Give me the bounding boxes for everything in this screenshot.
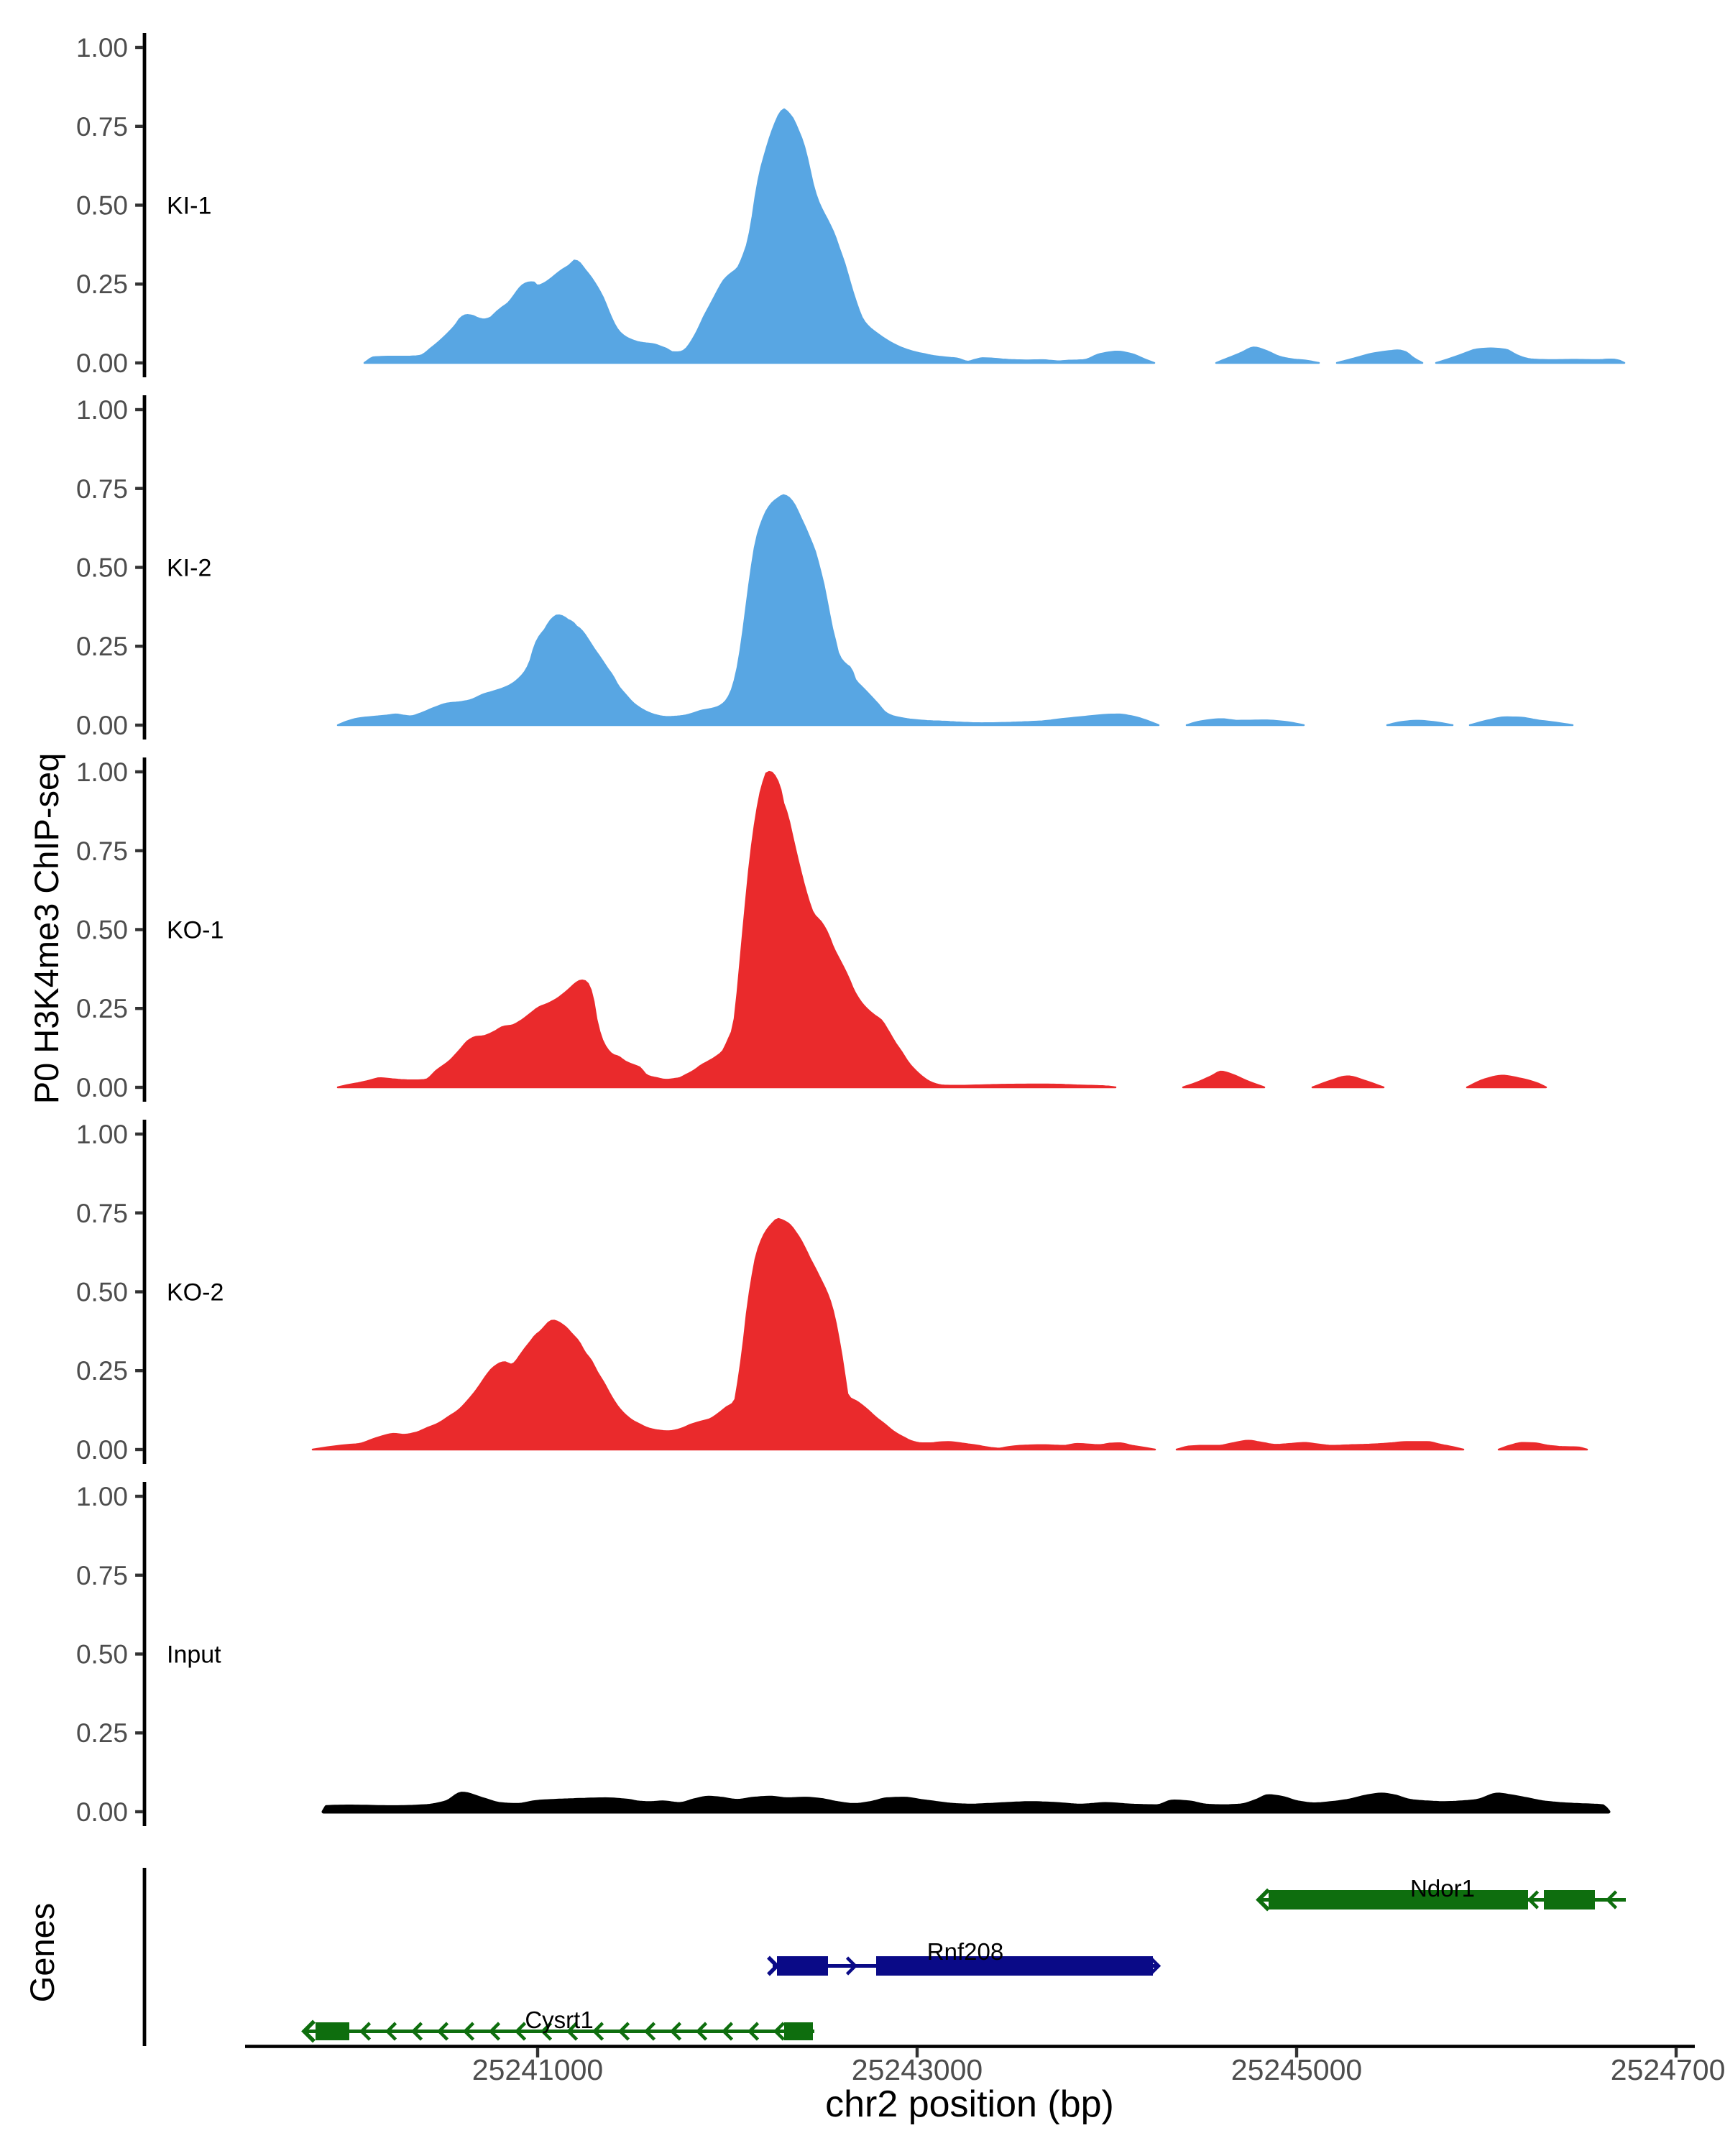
svg-text:0.50: 0.50 bbox=[76, 191, 128, 221]
svg-text:Input: Input bbox=[167, 1641, 221, 1669]
svg-text:0.50: 0.50 bbox=[76, 553, 128, 583]
svg-text:1.00: 1.00 bbox=[76, 1482, 128, 1511]
svg-text:25247000: 25247000 bbox=[1611, 2053, 1725, 2086]
svg-text:Rnf208: Rnf208 bbox=[927, 1938, 1003, 1965]
svg-text:0.50: 0.50 bbox=[76, 1640, 128, 1669]
svg-text:Cysrt1: Cysrt1 bbox=[525, 2007, 593, 2033]
svg-text:0.75: 0.75 bbox=[76, 837, 128, 866]
svg-text:0.00: 0.00 bbox=[76, 1797, 128, 1827]
svg-text:0.00: 0.00 bbox=[76, 1073, 128, 1102]
svg-text:25243000: 25243000 bbox=[852, 2053, 983, 2086]
svg-text:KO-1: KO-1 bbox=[167, 917, 224, 944]
svg-text:25241000: 25241000 bbox=[472, 2053, 603, 2086]
svg-text:chr2 position (bp): chr2 position (bp) bbox=[825, 2083, 1114, 2125]
svg-text:0.75: 0.75 bbox=[76, 1199, 128, 1228]
svg-text:1.00: 1.00 bbox=[76, 757, 128, 787]
svg-text:KO-2: KO-2 bbox=[167, 1279, 224, 1307]
svg-text:0.75: 0.75 bbox=[76, 112, 128, 142]
svg-text:KI-2: KI-2 bbox=[167, 555, 211, 582]
svg-text:0.00: 0.00 bbox=[76, 349, 128, 378]
svg-text:1.00: 1.00 bbox=[76, 395, 128, 425]
svg-text:0.50: 0.50 bbox=[76, 1278, 128, 1307]
svg-text:0.25: 0.25 bbox=[76, 994, 128, 1023]
svg-text:0.25: 0.25 bbox=[76, 632, 128, 661]
svg-text:0.75: 0.75 bbox=[76, 1561, 128, 1590]
svg-text:0.00: 0.00 bbox=[76, 1435, 128, 1465]
svg-text:1.00: 1.00 bbox=[76, 1120, 128, 1149]
svg-text:0.25: 0.25 bbox=[76, 1356, 128, 1386]
svg-text:0.25: 0.25 bbox=[76, 270, 128, 299]
svg-text:Genes: Genes bbox=[23, 1903, 61, 2002]
svg-text:1.00: 1.00 bbox=[76, 33, 128, 63]
svg-text:Ndor1: Ndor1 bbox=[1410, 1875, 1475, 1902]
svg-text:25245000: 25245000 bbox=[1231, 2053, 1362, 2086]
svg-text:0.50: 0.50 bbox=[76, 916, 128, 945]
svg-text:0.00: 0.00 bbox=[76, 711, 128, 740]
svg-text:0.75: 0.75 bbox=[76, 474, 128, 504]
svg-text:KI-1: KI-1 bbox=[167, 193, 211, 220]
svg-text:P0 H3K4me3 ChIP-seq: P0 H3K4me3 ChIP-seq bbox=[27, 753, 65, 1105]
svg-text:0.25: 0.25 bbox=[76, 1718, 128, 1748]
